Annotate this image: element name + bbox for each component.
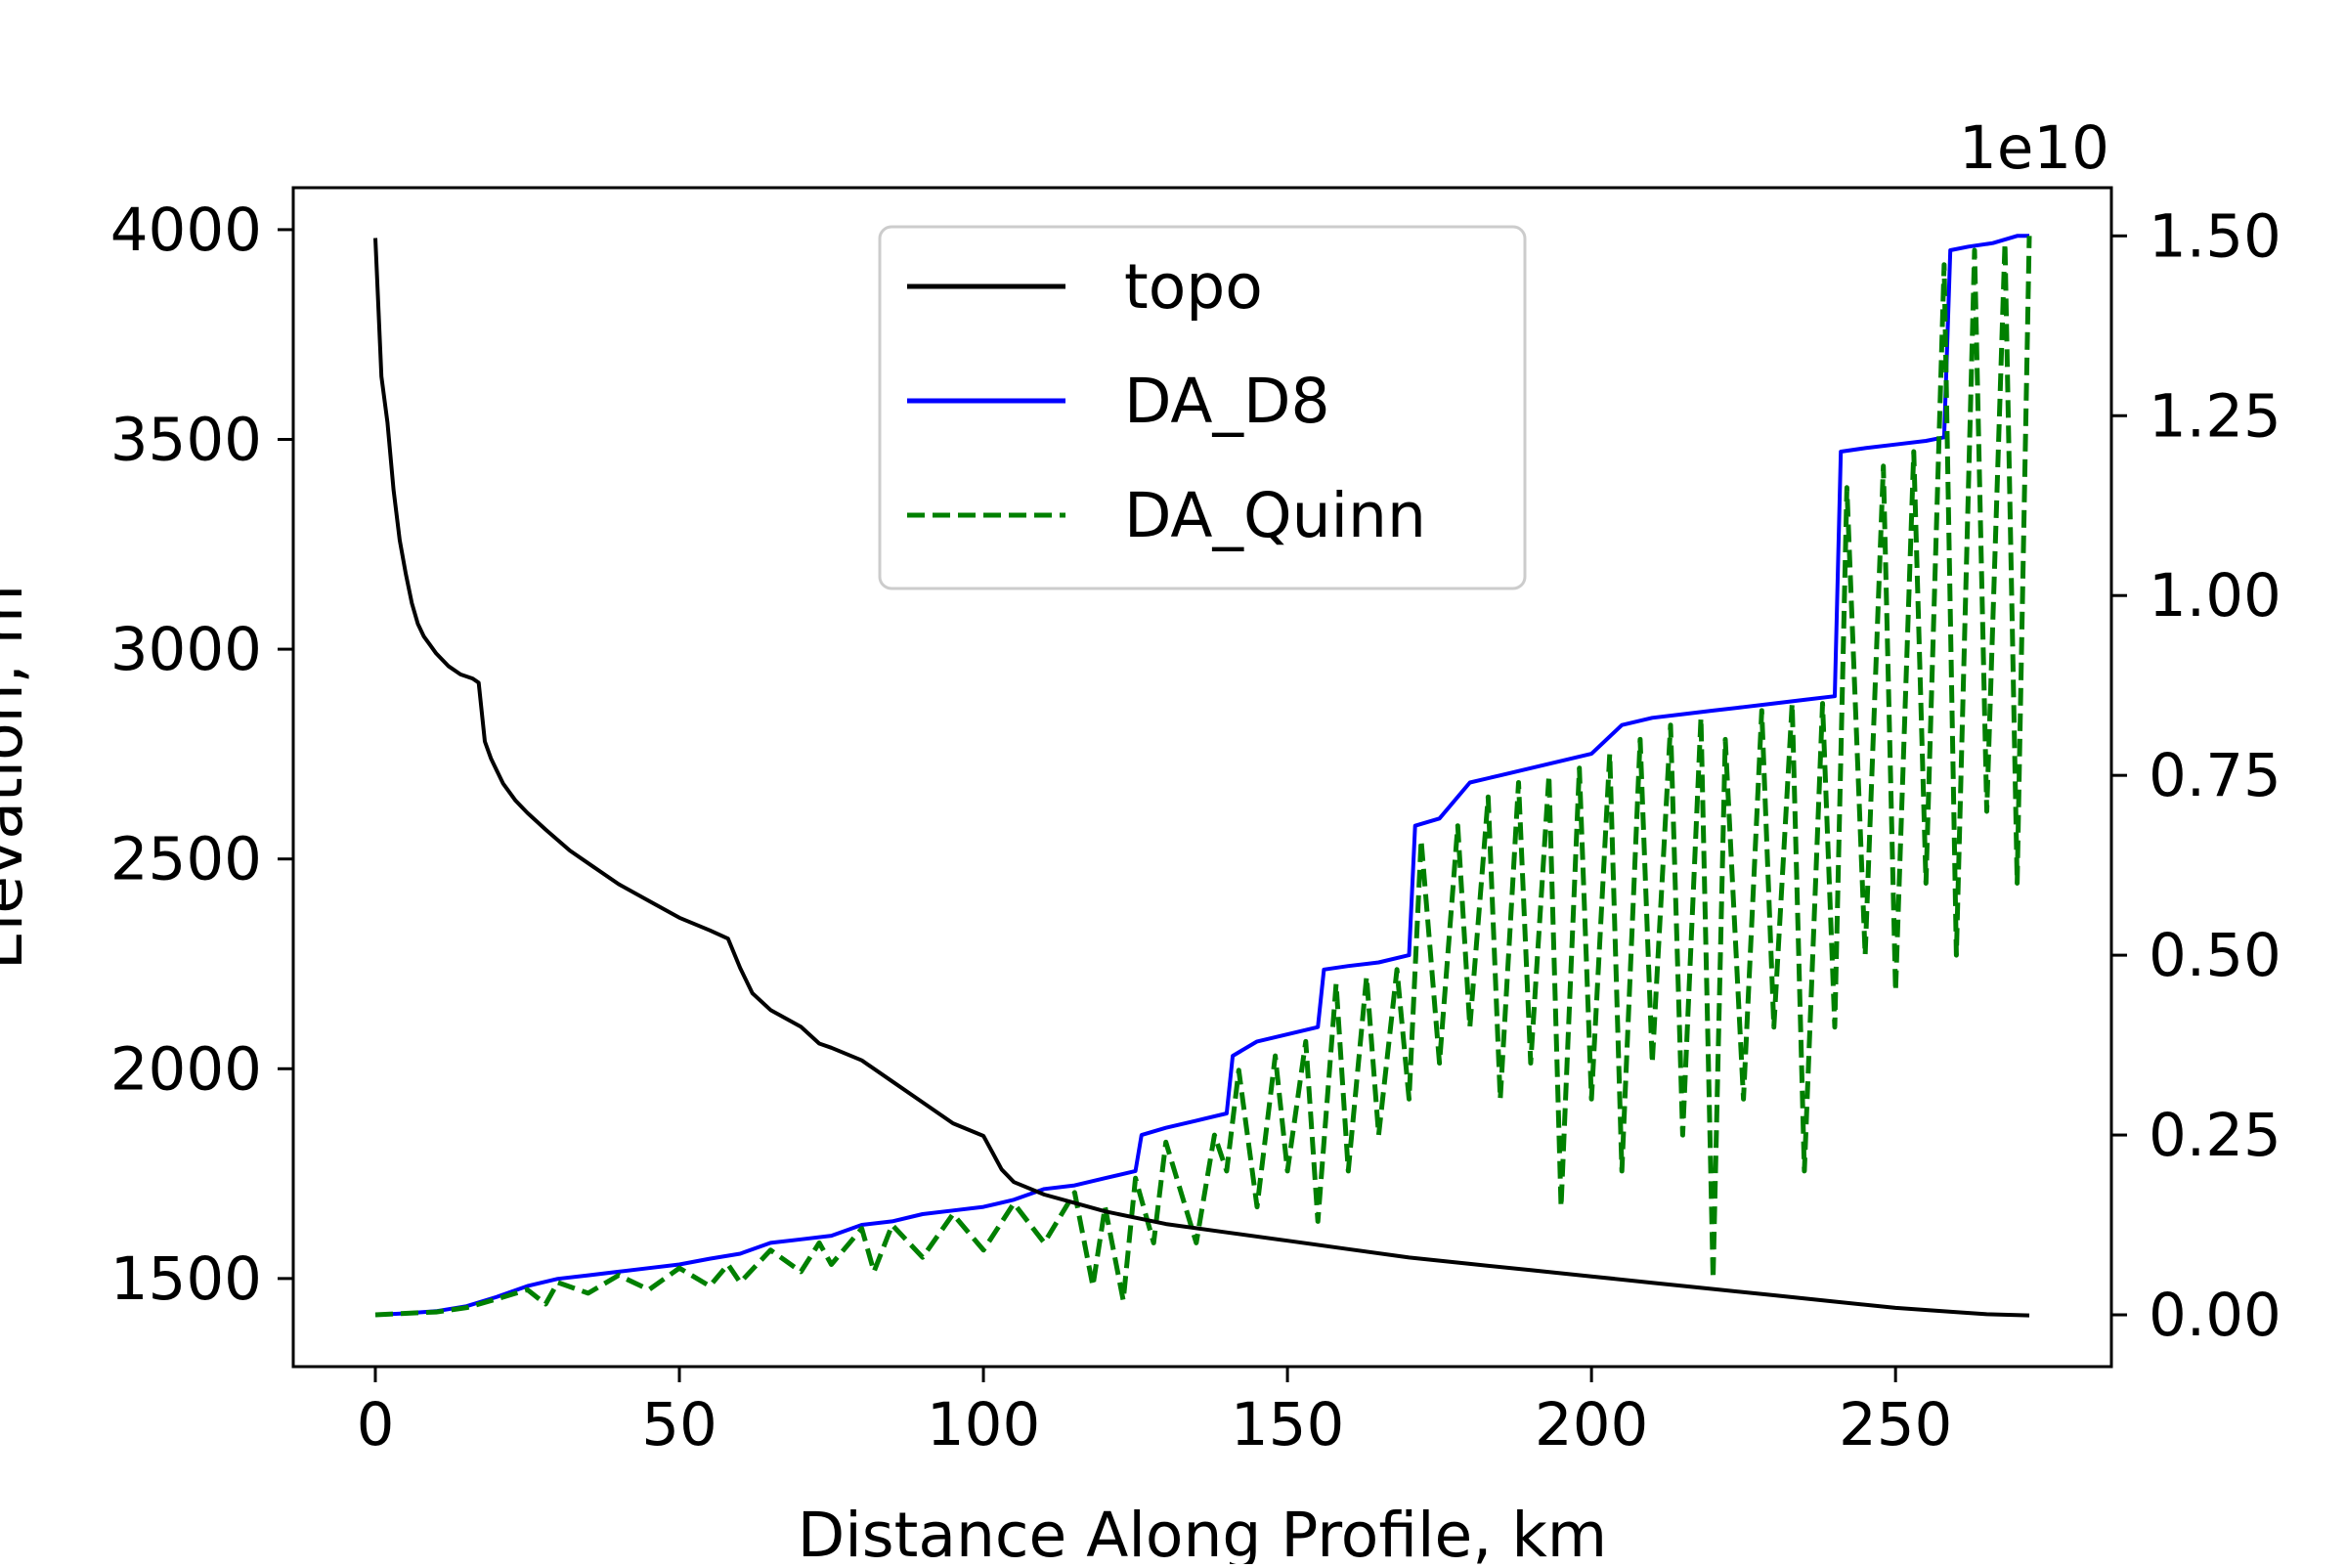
series-line-topo xyxy=(373,238,2030,1318)
y-tick-label-1500: 1500 xyxy=(110,1244,262,1314)
legend: topo DA_D8 DA_Quinn xyxy=(878,225,1527,590)
y2-tick-label-4: 1.00 xyxy=(2149,561,2281,631)
series-layer xyxy=(373,234,2032,1318)
y2-tick-label-2: 0.50 xyxy=(2149,921,2281,990)
y-axis-right: 0.00 0.25 0.50 0.75 1.00 1.25 1.50 xyxy=(2111,201,2281,1350)
y2-tick-label-0: 0.00 xyxy=(2149,1281,2281,1350)
x-axis-label: Distance Along Profile, km xyxy=(798,1500,1607,1564)
x-tick-label-50: 50 xyxy=(641,1390,717,1459)
y-axis-label: Elevation, m xyxy=(0,585,36,970)
y2-tick-label-5: 1.25 xyxy=(2149,381,2281,451)
y-tick-label-2000: 2000 xyxy=(110,1034,262,1104)
x-tick-label-0: 0 xyxy=(357,1390,395,1459)
y2-tick-label-6: 1.50 xyxy=(2149,201,2281,271)
x-axis: 0 50 100 150 200 250 xyxy=(357,1367,1952,1459)
x-tick-label-100: 100 xyxy=(927,1390,1040,1459)
legend-frame xyxy=(878,225,1527,590)
legend-label-da-d8: DA_D8 xyxy=(1124,366,1330,437)
y-tick-label-3500: 3500 xyxy=(110,406,262,475)
x-tick-label-200: 200 xyxy=(1535,1390,1648,1459)
y-tick-label-3000: 3000 xyxy=(110,615,262,684)
series-line-da-quinn xyxy=(374,236,2032,1318)
legend-label-topo: topo xyxy=(1124,251,1263,323)
y-tick-label-2500: 2500 xyxy=(110,825,262,894)
x-tick-label-150: 150 xyxy=(1231,1390,1344,1459)
x-tick-label-250: 250 xyxy=(1839,1390,1952,1459)
plot-frame xyxy=(291,186,2113,1369)
y-tick-label-4000: 4000 xyxy=(110,196,262,265)
y-axis-left: 1500 2000 2500 3000 3500 4000 xyxy=(110,196,293,1314)
y2-tick-label-1: 0.25 xyxy=(2149,1101,2281,1170)
y2-tick-label-3: 0.75 xyxy=(2149,741,2281,810)
y2-offset-label: 1e10 xyxy=(1959,113,2109,183)
legend-label-da-quinn: DA_Quinn xyxy=(1124,480,1426,551)
series-line-da-d8 xyxy=(374,234,2029,1317)
